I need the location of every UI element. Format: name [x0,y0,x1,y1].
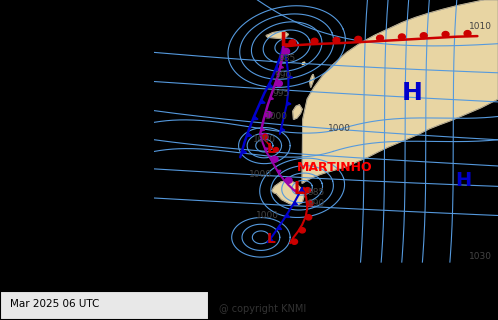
Polygon shape [272,180,304,205]
Circle shape [265,112,272,117]
Text: 1000: 1000 [253,135,276,144]
Polygon shape [260,100,265,103]
Polygon shape [302,0,498,183]
Text: 985: 985 [278,54,295,63]
Polygon shape [252,116,258,120]
Polygon shape [242,149,247,154]
Polygon shape [293,202,298,205]
Polygon shape [266,31,288,38]
Text: H: H [456,171,472,190]
Circle shape [291,239,297,244]
Text: MARTINHO: MARTINHO [297,161,373,174]
Text: 1000: 1000 [249,170,272,179]
Circle shape [398,34,405,40]
Polygon shape [277,226,282,229]
Circle shape [306,215,312,220]
Polygon shape [280,66,283,68]
FancyBboxPatch shape [0,291,209,320]
Circle shape [299,228,305,233]
Circle shape [355,36,362,42]
Text: 1010: 1010 [469,22,493,31]
Polygon shape [294,189,298,192]
Circle shape [307,201,313,206]
Text: L: L [267,232,276,246]
Polygon shape [277,170,281,173]
Circle shape [263,134,267,139]
Polygon shape [288,76,292,79]
Text: H: H [402,81,422,105]
Polygon shape [302,62,305,65]
Text: L: L [279,31,291,50]
Text: Mar 2025 06 UTC: Mar 2025 06 UTC [10,299,99,309]
Polygon shape [305,82,331,132]
Circle shape [274,148,278,152]
Text: L: L [293,180,304,198]
Circle shape [289,40,296,45]
Polygon shape [280,128,285,131]
Polygon shape [300,189,304,192]
Polygon shape [264,148,268,151]
Circle shape [311,38,318,44]
Polygon shape [261,128,264,131]
Circle shape [285,177,292,183]
Polygon shape [285,214,290,217]
Text: 995: 995 [272,89,289,98]
Polygon shape [269,97,273,100]
Text: 1000: 1000 [256,211,279,220]
Text: 1000: 1000 [265,112,288,121]
Text: 990: 990 [307,199,325,208]
Polygon shape [247,133,252,137]
Text: 1000: 1000 [329,124,352,132]
Polygon shape [275,67,280,71]
Circle shape [261,134,268,140]
Polygon shape [293,105,302,119]
Text: L: L [267,141,276,156]
Text: 985: 985 [307,188,325,197]
Text: 1030: 1030 [469,252,493,261]
Polygon shape [267,84,273,87]
Circle shape [376,35,383,41]
Text: @ copyright KNMI: @ copyright KNMI [219,304,306,314]
Text: 990: 990 [274,71,292,80]
Circle shape [271,156,278,162]
Circle shape [420,33,427,38]
Polygon shape [268,238,273,242]
Circle shape [442,31,449,37]
Circle shape [333,37,340,43]
Polygon shape [281,50,286,54]
Circle shape [464,31,471,36]
Circle shape [304,188,311,193]
Circle shape [283,48,289,54]
Polygon shape [310,74,314,87]
Circle shape [275,81,282,86]
Polygon shape [284,49,288,52]
Polygon shape [287,102,291,105]
